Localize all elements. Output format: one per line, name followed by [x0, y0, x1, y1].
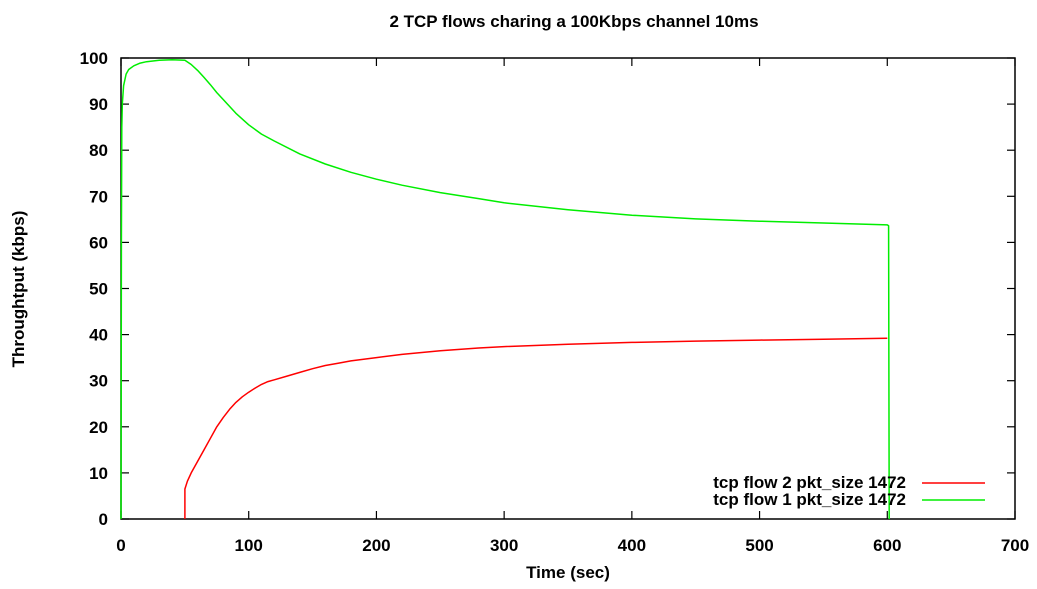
- chart-title: 2 TCP flows charing a 100Kbps channel 10…: [389, 12, 758, 31]
- series-line-flow-1: [120, 59, 890, 520]
- legend-label: tcp flow 2 pkt_size 1472: [713, 473, 906, 492]
- series-lines: [120, 59, 890, 520]
- y-tick-label: 0: [99, 510, 108, 529]
- y-tick-label: 30: [89, 372, 108, 391]
- y-axis: 0 10 20 30 40 50 60 70 80 90 100: [80, 49, 1015, 529]
- series-line-flow-2: [184, 337, 888, 519]
- plot-frame: [120, 57, 1016, 520]
- x-tick-label: 600: [873, 536, 901, 555]
- y-tick-label: 10: [89, 464, 108, 483]
- y-tick-label: 100: [80, 49, 108, 68]
- x-tick-label: 300: [490, 536, 518, 555]
- y-tick-label: 90: [89, 95, 108, 114]
- y-tick-label: 80: [89, 141, 108, 160]
- x-tick-label: 700: [1001, 536, 1029, 555]
- y-tick-label: 40: [89, 326, 108, 345]
- x-tick-label: 0: [116, 536, 125, 555]
- y-tick-label: 70: [89, 187, 108, 206]
- x-tick-label: 500: [745, 536, 773, 555]
- y-tick-label: 50: [89, 280, 108, 299]
- y-tick-label: 20: [89, 418, 108, 437]
- x-tick-label: 400: [618, 536, 646, 555]
- legend-label: tcp flow 1 pkt_size 1472: [713, 490, 906, 509]
- x-tick-label: 200: [362, 536, 390, 555]
- x-axis-title: Time (sec): [526, 563, 610, 582]
- y-axis-title: Throughtput (kbps): [9, 211, 28, 368]
- y-tick-label: 60: [89, 233, 108, 252]
- x-tick-label: 100: [235, 536, 263, 555]
